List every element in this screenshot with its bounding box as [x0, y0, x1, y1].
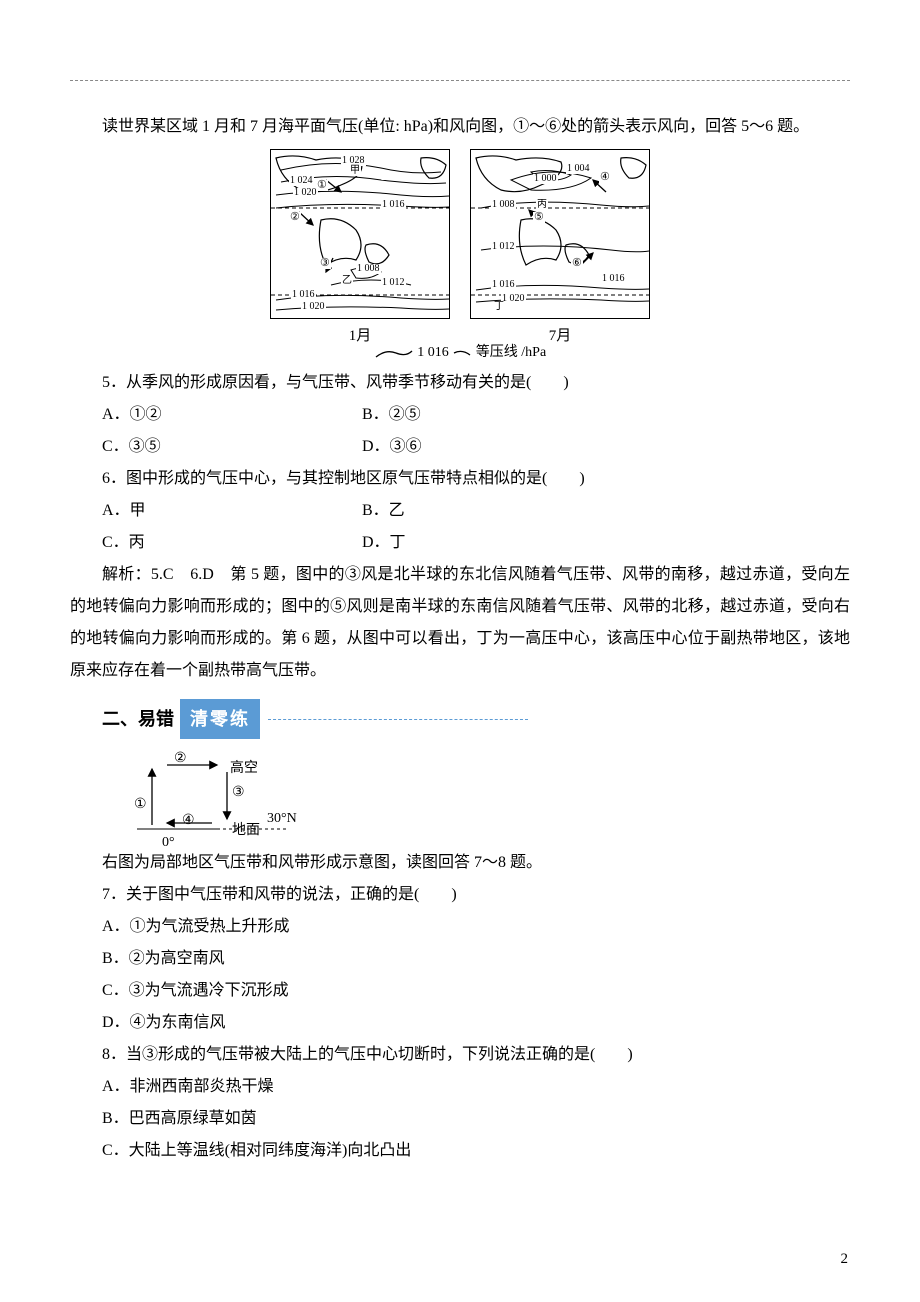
- explanation: 解析：5.C 6.D 第 5 题，图中的③风是北半球的东北信风随着气压带、风带的…: [70, 559, 850, 687]
- iso-label: 甲: [349, 166, 361, 176]
- q7-option-d: D．④为东南信风: [70, 1007, 850, 1039]
- wind-mark: ⑥: [571, 258, 583, 269]
- q8-option-c: C．大陆上等温线(相对同纬度海洋)向北凸出: [70, 1135, 850, 1167]
- diagram-bottom-label: 地面: [232, 817, 260, 845]
- q5-options-row2: C．③⑤ D．③⑥: [102, 431, 850, 463]
- q5-options-row1: A．①② B．②⑤: [102, 399, 850, 431]
- map-caption-jul: 7月: [470, 321, 650, 351]
- pressure-belt-diagram: 高空 地面 30°N 0° ① ② ③ ④: [112, 747, 312, 847]
- q6-options-row2: C．丙 D．丁: [102, 527, 850, 559]
- q7-option-c: C．③为气流遇冷下沉形成: [70, 975, 850, 1007]
- section-2-dash: [268, 719, 528, 720]
- q6-options-row1: A．甲 B．乙: [102, 495, 850, 527]
- q5-option-d: D．③⑥: [362, 431, 622, 463]
- iso-label: 1 016: [601, 274, 626, 284]
- diagram-n4: ④: [182, 807, 195, 835]
- iso-label: 乙: [341, 276, 353, 286]
- iso-label: 1 016: [381, 200, 406, 210]
- map-january: 1 028 甲 1 024 1 020 1 016 1 008 1 012 乙 …: [270, 149, 450, 339]
- diagram-0: 0°: [162, 829, 175, 857]
- section-2-boxed: 清零练: [180, 699, 260, 739]
- diagram-30n: 30°N: [267, 805, 297, 833]
- iso-label: 1 008: [356, 264, 381, 274]
- q5-option-c: C．③⑤: [102, 431, 362, 463]
- q7-option-b: B．②为高空南风: [70, 943, 850, 975]
- section-2-plain: 二、易错: [102, 701, 174, 737]
- q5-stem: 5．从季风的形成原因看，与气压带、风带季节移动有关的是( ): [70, 367, 850, 399]
- iso-label: 1 012: [491, 242, 516, 252]
- map-jul-svg: [471, 150, 650, 319]
- q6-stem: 6．图中形成的气压中心，与其控制地区原气压带特点相似的是( ): [70, 463, 850, 495]
- wind-mark: ③: [319, 258, 331, 269]
- iso-label: 1 024: [289, 176, 314, 186]
- wind-mark: ⑤: [533, 212, 545, 223]
- q8-stem: 8．当③形成的气压带被大陆上的气压中心切断时，下列说法正确的是( ): [70, 1039, 850, 1071]
- iso-label: 1 008: [491, 200, 516, 210]
- q7-intro: 右图为局部地区气压带和风带形成示意图，读图回答 7～8 题。: [70, 847, 850, 879]
- iso-label: 1 012: [381, 278, 406, 288]
- diagram-n3: ③: [232, 779, 245, 807]
- intro-text: 读世界某区域 1 月和 7 月海平面气压(单位: hPa)和风向图，①～⑥处的箭…: [70, 111, 850, 143]
- map-caption-jan: 1月: [270, 321, 450, 351]
- q8-option-a: A．非洲西南部炎热干燥: [70, 1071, 850, 1103]
- wind-mark: ②: [289, 212, 301, 223]
- q5-option-b: B．②⑤: [362, 399, 622, 431]
- q8-option-b: B．巴西高原绿草如茵: [70, 1103, 850, 1135]
- diagram-n1: ①: [134, 791, 147, 819]
- q6-option-d: D．丁: [362, 527, 622, 559]
- map-legend: 1 016 等压线 /hPa: [70, 339, 850, 367]
- iso-label: 丁: [493, 302, 505, 312]
- wind-mark: ①: [316, 180, 328, 191]
- iso-label: 1 000: [533, 174, 558, 184]
- section-2-header: 二、易错 清零练: [102, 699, 850, 739]
- q6-option-c: C．丙: [102, 527, 362, 559]
- q7-option-a: A．①为气流受热上升形成: [70, 911, 850, 943]
- iso-label: 1 020: [301, 302, 326, 312]
- map-july: 1 004 1 000 1 008 1 012 1 016 1 016 1 02…: [470, 149, 650, 339]
- q5-option-a: A．①②: [102, 399, 362, 431]
- diagram-n2: ②: [174, 745, 187, 773]
- wind-mark: ④: [599, 172, 611, 183]
- page-number: 2: [841, 1244, 849, 1274]
- q7-stem: 7．关于图中气压带和风带的说法，正确的是( ): [70, 879, 850, 911]
- iso-label: 丙: [536, 200, 548, 210]
- iso-label: 1 004: [566, 164, 591, 174]
- figure-row: 1 028 甲 1 024 1 020 1 016 1 008 1 012 乙 …: [70, 149, 850, 339]
- q6-option-b: B．乙: [362, 495, 622, 527]
- iso-label: 1 020: [293, 188, 318, 198]
- iso-label: 1 016: [491, 280, 516, 290]
- iso-label: 1 016: [291, 290, 316, 300]
- q6-option-a: A．甲: [102, 495, 362, 527]
- page-header-rule: [70, 80, 850, 81]
